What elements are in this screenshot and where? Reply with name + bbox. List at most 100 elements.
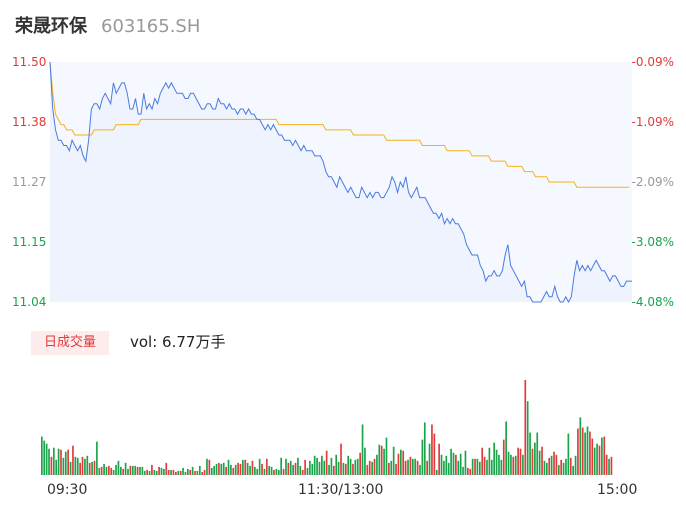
volume-bar [186,468,189,475]
volume-bar [55,459,58,475]
volume-bar [251,460,254,475]
volume-bar [321,455,323,475]
volume-bar [522,454,524,475]
volume-bar [574,455,577,475]
volume-bar [309,460,311,475]
volume-bar [285,458,287,475]
volume-bar [172,469,175,475]
volume-bar [421,439,424,475]
volume-bar [414,458,417,475]
y-tick-left: 11.04 [12,295,47,309]
volume-bar [110,467,113,475]
volume-bar [344,463,347,475]
volume-bar [605,454,608,475]
volume-bar [534,442,536,475]
volume-bar [287,462,290,475]
volume-bar [392,446,395,475]
volume-bar [478,461,481,475]
volume-bar [242,459,244,475]
volume-bar [50,456,53,475]
volume-bar [179,470,182,475]
volume-bar [304,459,306,475]
volume-bar [354,459,357,475]
volume-bar [239,463,242,475]
volume-bar [402,450,405,475]
volume-bar [311,463,314,475]
volume-bar [155,470,158,475]
volume-bar [598,445,601,475]
price-area-path [50,62,632,302]
volume-bar [356,458,359,475]
volume-bar [510,454,512,475]
volume-bar [165,462,168,475]
volume-bar [603,436,606,475]
volume-bar [191,466,194,475]
volume-bar [423,422,426,475]
volume-bar [127,468,129,475]
volume-bar [376,454,378,475]
volume-bar [237,462,239,475]
volume-bar [545,462,548,475]
volume-bar [79,462,81,475]
volume-bar [86,455,89,475]
volume-bar [81,456,84,475]
volume-bar [52,447,55,475]
y-tick-left: 11.15 [12,235,47,249]
volume-bar [409,456,412,475]
volume-bar [297,457,299,475]
volume-bar [244,459,247,475]
volume-bar [105,466,108,475]
volume-bar [512,456,515,475]
volume-bar [91,461,93,475]
volume-bar [579,417,582,475]
volume-bar [474,458,476,475]
volume-readout: vol: 6.77万手 [130,332,225,352]
y-tick-right: -2.09% [631,175,674,189]
volume-bar [196,470,199,475]
volume-bar [88,462,91,475]
volume-bar [378,444,381,475]
volume-bar [136,466,139,475]
volume-bar [96,441,98,475]
volume-bar [538,450,541,475]
volume-bar [450,448,452,475]
volume-bar [328,464,330,475]
volume-bar [596,443,598,475]
volume-bar [234,464,237,475]
volume-bar [170,469,172,475]
volume-bar [431,424,433,475]
volume-bar [45,443,48,475]
volume-bar [445,455,448,475]
volume-bar [483,456,486,475]
volume-bar [569,457,572,475]
volume-bar [404,460,407,475]
volume-bar [112,469,115,475]
volume-bar [129,465,132,475]
volume-bar [608,458,610,475]
volume-bar [261,463,263,475]
volume-bar [471,458,474,475]
volume-bar [122,468,125,475]
stock-header: 荣晟环保 603165.SH [15,12,200,38]
volume-bar [292,464,294,475]
volume-bar [115,464,117,475]
volume-bar [517,447,519,475]
volume-bar [131,465,134,475]
volume-bar [294,462,297,475]
volume-bar [299,465,302,475]
volume-bar [194,470,196,475]
volume-bar [495,449,498,475]
volume-bar [498,454,500,475]
volume-bar [380,445,383,475]
volume-bar [426,460,428,475]
volume-bar [282,468,285,475]
volume-bar [76,457,79,475]
volume-bar [543,460,546,475]
volume-bar [593,447,596,475]
volume-bar [189,469,192,475]
volume-bar [213,465,215,475]
volume-bar [397,453,400,475]
volume-bar [215,463,218,475]
volume-bar [143,470,146,475]
